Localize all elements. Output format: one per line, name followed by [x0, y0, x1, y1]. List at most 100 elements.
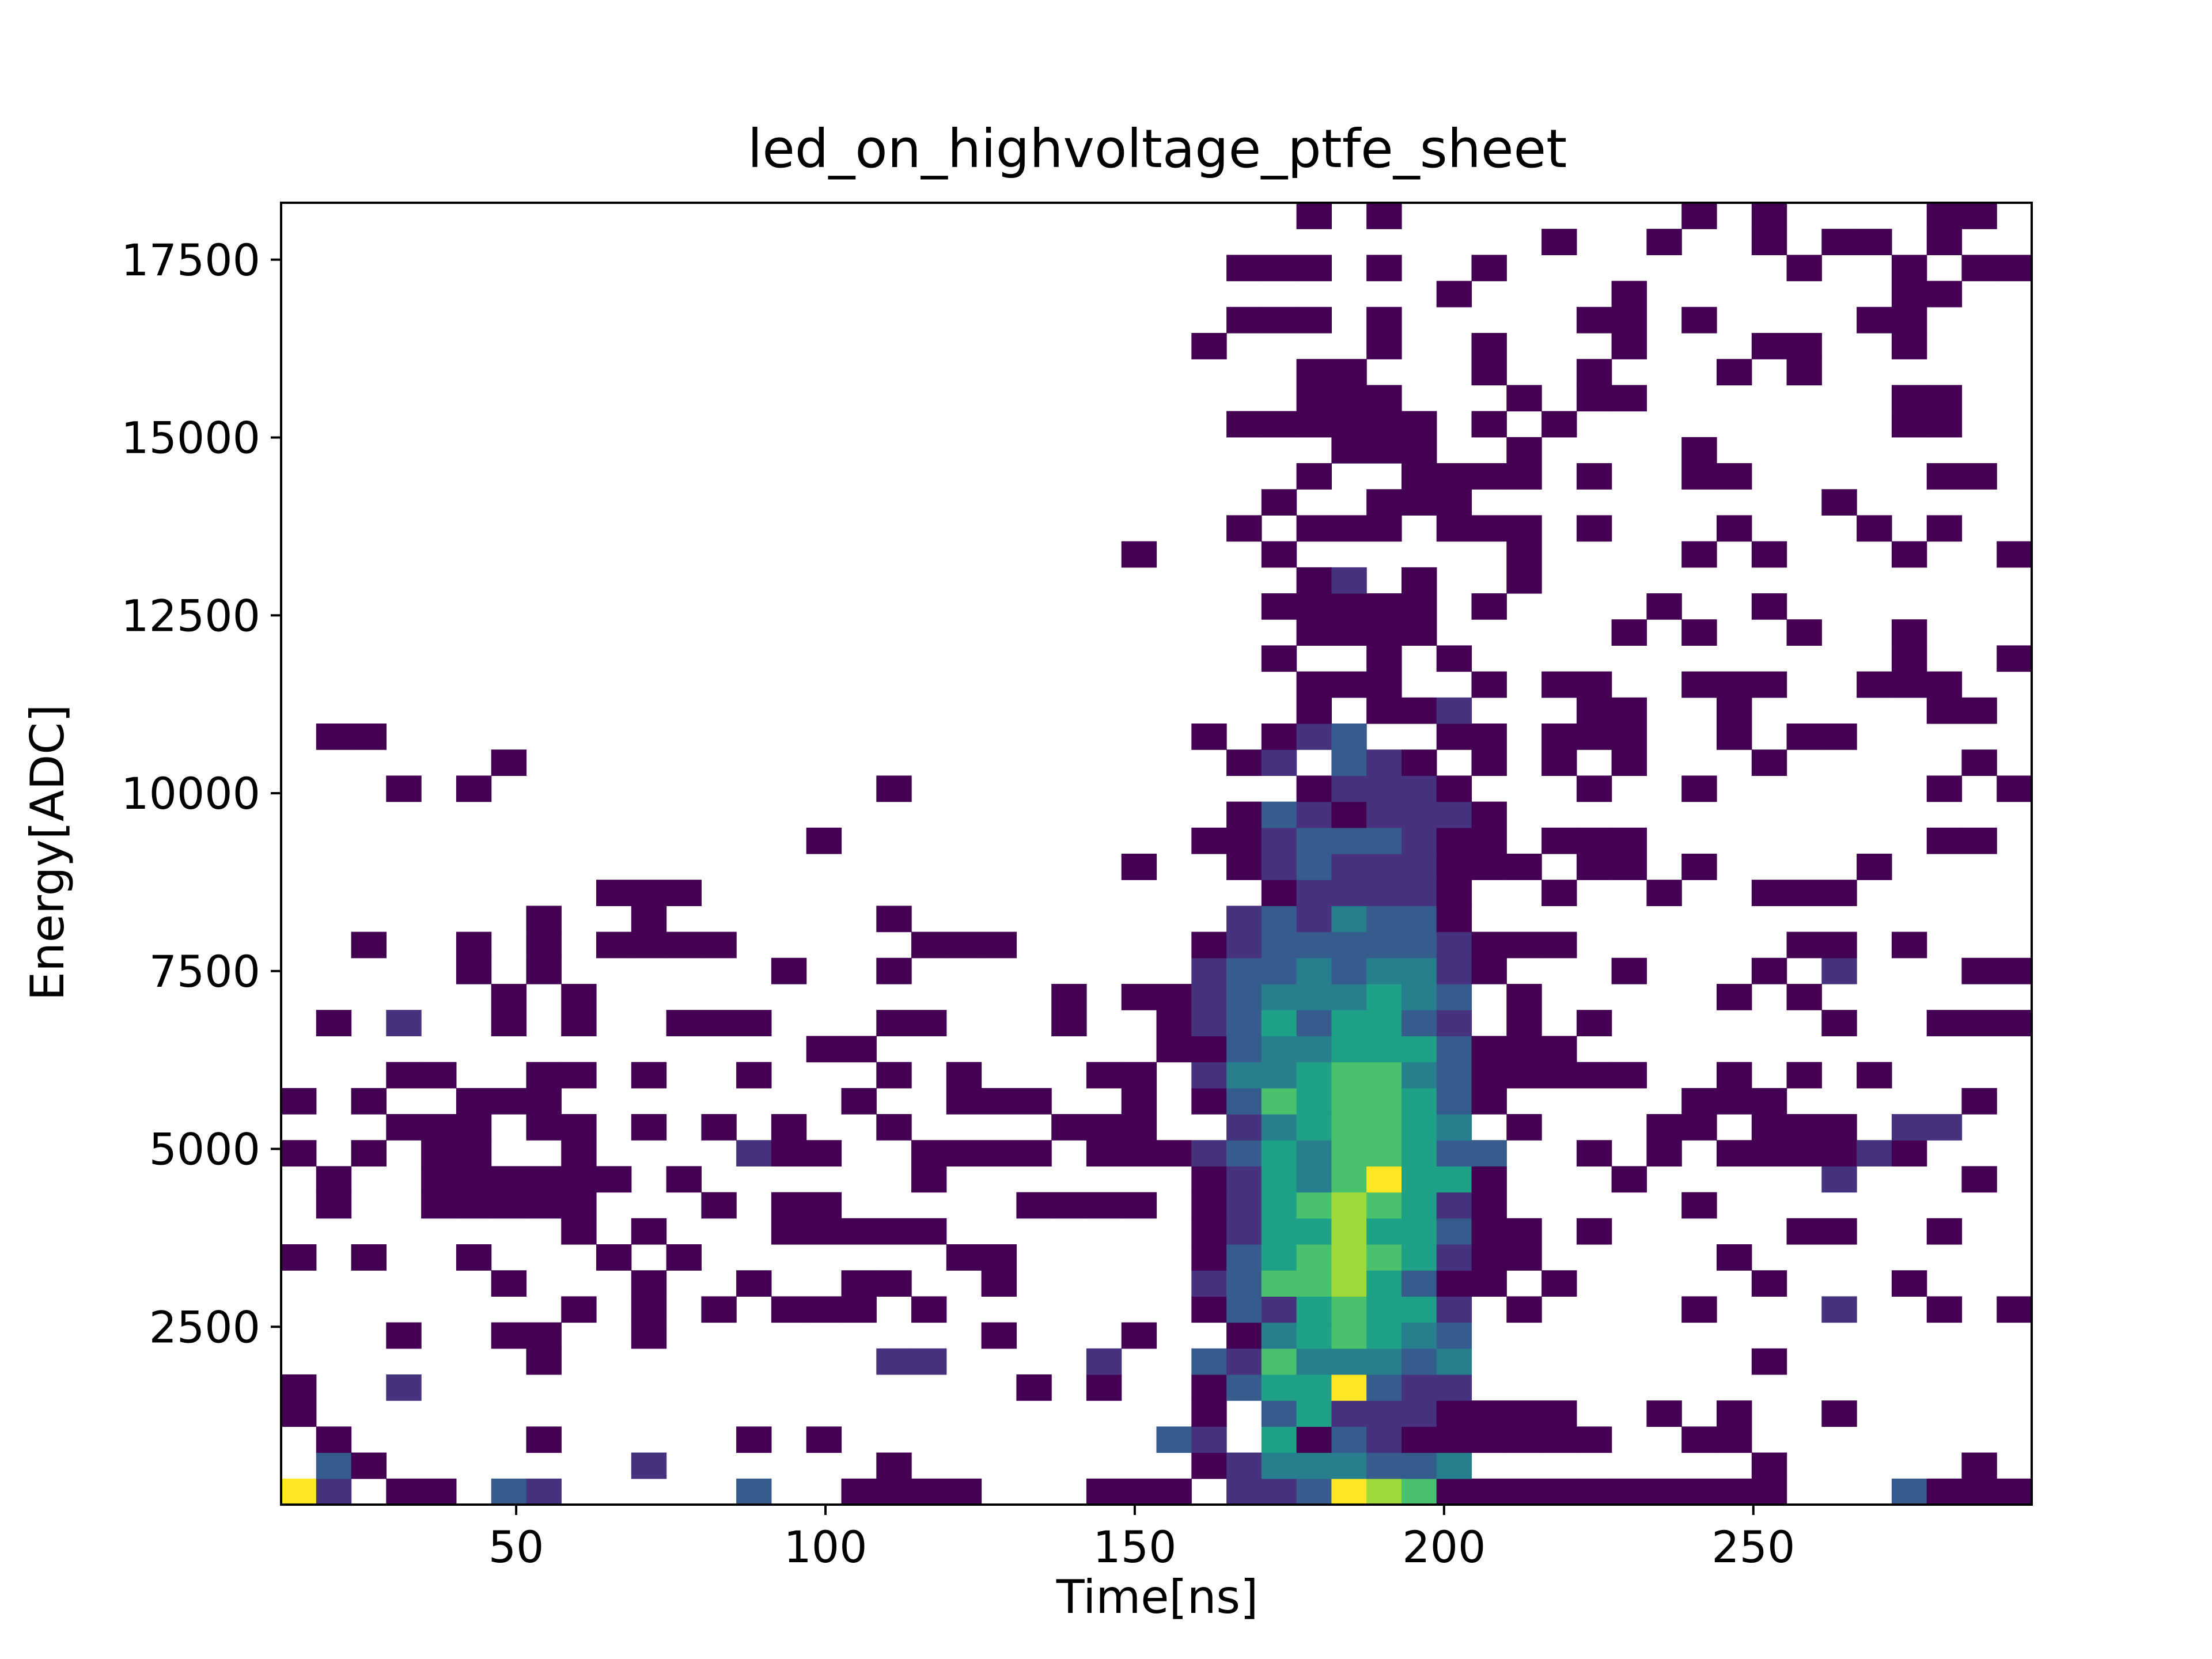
heatmap-cell: [1646, 1114, 1682, 1141]
heatmap-cell: [596, 1166, 632, 1193]
heatmap-cell: [596, 880, 632, 906]
heatmap-cell: [1121, 1062, 1157, 1089]
heatmap-cell: [1611, 281, 1647, 308]
heatmap-cell: [1261, 255, 1297, 282]
heatmap-cell: [1926, 281, 1963, 308]
heatmap-cell: [1331, 1166, 1367, 1193]
heatmap-cell: [1366, 437, 1402, 464]
heatmap-cell: [1226, 1192, 1262, 1219]
heatmap-cell: [1296, 306, 1332, 334]
heatmap-cell: [1541, 1270, 1577, 1297]
heatmap-cell: [1296, 931, 1332, 959]
heatmap-cell: [1997, 645, 2032, 672]
heatmap-cell: [631, 880, 667, 906]
heatmap-cell: [1471, 1088, 1507, 1115]
heatmap-cell: [1402, 1192, 1437, 1219]
heatmap-cell: [806, 1140, 842, 1166]
heatmap-cell: [1366, 1192, 1402, 1219]
heatmap-cell: [1261, 1166, 1297, 1193]
heatmap-cell: [1576, 1218, 1612, 1245]
heatmap-cell: [1786, 931, 1822, 959]
heatmap-cell: [1226, 749, 1262, 776]
heatmap-cell: [1226, 1166, 1262, 1193]
heatmap-cell: [1926, 229, 1963, 255]
heatmap-cell: [1436, 697, 1472, 724]
heatmap-cell: [456, 957, 492, 984]
heatmap-cell: [1331, 827, 1367, 854]
heatmap-cell: [561, 1114, 597, 1141]
heatmap-cell: [1366, 1478, 1402, 1505]
heatmap-cell: [1226, 1088, 1262, 1115]
heatmap-cell: [736, 1140, 772, 1166]
heatmap-cell: [1926, 1114, 1963, 1141]
heatmap-cell: [1296, 255, 1332, 282]
heatmap-cell: [1191, 1400, 1227, 1427]
heatmap-cell: [841, 1036, 877, 1063]
heatmap-cell: [981, 1270, 1017, 1297]
heatmap-cell: [1506, 437, 1542, 464]
heatmap-cell: [1191, 957, 1227, 984]
heatmap-cell: [1261, 957, 1297, 984]
heatmap-cell: [1261, 411, 1297, 438]
heatmap-cell: [1926, 827, 1963, 854]
heatmap-cell: [1296, 1192, 1332, 1219]
heatmap-cell: [911, 1348, 947, 1375]
chart-title: led_on_highvoltage_ptfe_sheet: [748, 118, 1567, 180]
heatmap-cell: [1226, 306, 1262, 334]
heatmap-cell: [1331, 801, 1367, 828]
heatmap-cell: [1786, 724, 1822, 750]
heatmap-cell: [1751, 1114, 1787, 1141]
heatmap-cell: [1261, 1088, 1297, 1115]
heatmap-cell: [1997, 1478, 2032, 1505]
heatmap-cell: [1436, 931, 1472, 959]
heatmap-cell: [1402, 697, 1437, 724]
heatmap-cell: [1261, 906, 1297, 933]
heatmap-cell: [351, 1244, 387, 1271]
heatmap-cell: [1296, 671, 1332, 698]
heatmap-cell: [1436, 880, 1472, 906]
heatmap-cell: [806, 1218, 842, 1245]
heatmap-cell: [1226, 1218, 1262, 1245]
y-tick-label: 7500: [149, 946, 260, 997]
heatmap-cell: [1506, 463, 1542, 490]
heatmap-cell: [1926, 515, 1963, 542]
heatmap-cell: [736, 1270, 772, 1297]
heatmap-cell: [1402, 1114, 1437, 1141]
heatmap-cell: [1366, 645, 1402, 672]
heatmap-cell: [1402, 931, 1437, 959]
heatmap-cell: [1191, 1270, 1227, 1297]
y-tick-label: 12500: [121, 590, 260, 641]
heatmap-cell: [1821, 1010, 1857, 1036]
heatmap-cell: [1891, 255, 1927, 282]
heatmap-cell: [1926, 1010, 1963, 1036]
heatmap-cell: [491, 1270, 527, 1297]
heatmap-cell: [1191, 1426, 1227, 1453]
heatmap-cell: [1471, 1400, 1507, 1427]
heatmap-cell: [526, 1062, 562, 1089]
heatmap-cell: [631, 1452, 667, 1479]
heatmap-cell: [1961, 749, 1997, 776]
heatmap-cell: [1751, 1478, 1787, 1505]
heatmap-cell: [1191, 1244, 1227, 1271]
heatmap-cell: [1576, 306, 1612, 334]
heatmap-cell: [561, 1166, 597, 1193]
heatmap-cell: [596, 1244, 632, 1271]
heatmap-cell: [1506, 567, 1542, 594]
heatmap-cell: [876, 1114, 912, 1141]
heatmap-cell: [1821, 489, 1857, 516]
heatmap-cell: [386, 775, 422, 802]
heatmap-cell: [911, 1218, 947, 1245]
heatmap-cell: [281, 1088, 317, 1115]
heatmap-cell: [1261, 854, 1297, 880]
heatmap-cell: [771, 957, 807, 984]
heatmap-cell: [1891, 1114, 1927, 1141]
heatmap-cell: [1611, 1166, 1647, 1193]
heatmap-cell: [1331, 593, 1367, 620]
y-axis-label: Energy[ADC]: [21, 704, 74, 1001]
heatmap-cell: [1366, 1374, 1402, 1401]
heatmap-cell: [1331, 984, 1367, 1010]
heatmap-cell: [1786, 1218, 1822, 1245]
heatmap-cell: [1786, 984, 1822, 1010]
heatmap-cell: [1261, 1218, 1297, 1245]
